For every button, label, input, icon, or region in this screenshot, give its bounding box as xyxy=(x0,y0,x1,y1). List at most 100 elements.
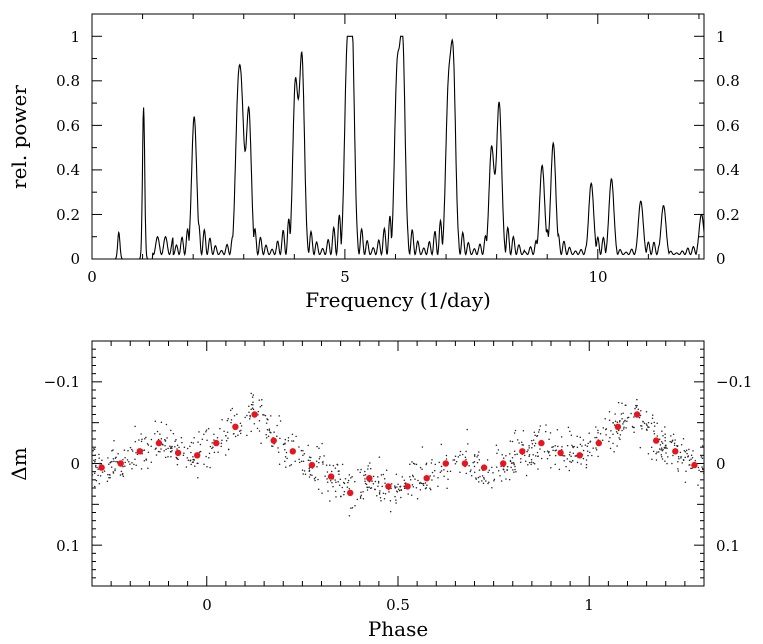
observation-point xyxy=(256,427,259,430)
observation-point xyxy=(224,454,227,456)
observation-point xyxy=(669,440,671,443)
observation-point xyxy=(653,421,655,424)
observation-point xyxy=(307,459,310,461)
observation-point xyxy=(641,428,643,430)
observation-point xyxy=(642,420,644,423)
observation-point xyxy=(101,459,103,461)
observation-point xyxy=(239,422,242,425)
observation-point xyxy=(160,438,163,440)
observation-point xyxy=(326,471,329,473)
observation-point xyxy=(519,461,522,464)
observation-point xyxy=(106,480,109,482)
observation-point xyxy=(533,431,536,433)
observation-point xyxy=(278,415,280,417)
observation-point xyxy=(667,456,669,458)
observation-point xyxy=(575,455,577,457)
observation-point xyxy=(445,454,448,457)
observation-point xyxy=(369,467,372,470)
observation-point xyxy=(238,430,241,432)
observation-point xyxy=(703,439,705,442)
observation-point xyxy=(476,461,479,464)
observation-point xyxy=(239,432,242,435)
observation-point xyxy=(378,491,381,494)
observation-point xyxy=(308,476,311,478)
observation-point xyxy=(172,432,175,435)
observation-point xyxy=(565,465,567,468)
lightcurve-ytick-label-right-0: −0.1 xyxy=(716,373,752,391)
observation-point xyxy=(332,464,335,467)
observation-point xyxy=(495,444,498,447)
observation-point xyxy=(211,442,213,444)
observation-point xyxy=(616,432,619,434)
observation-point xyxy=(481,475,484,477)
observation-point xyxy=(554,450,556,452)
observation-point xyxy=(697,466,700,469)
observation-point xyxy=(258,420,261,422)
observation-point xyxy=(431,479,433,481)
observation-point xyxy=(422,484,425,487)
observation-point xyxy=(482,482,485,485)
observation-point xyxy=(248,411,250,413)
observation-point xyxy=(544,430,547,433)
observation-point xyxy=(497,449,500,451)
observation-point xyxy=(647,426,649,428)
observation-point xyxy=(221,418,223,421)
observation-point xyxy=(209,445,212,448)
periodogram-panel: 0 5 10 0 0.2 0.4 0.6 0.8 1 0 0.2 0.4 0.6… xyxy=(7,13,740,312)
lightcurve-ytick-label-right-1: 0 xyxy=(716,455,726,473)
observation-point xyxy=(700,456,703,458)
observation-point xyxy=(199,450,202,453)
observation-point xyxy=(354,504,356,507)
observation-point xyxy=(473,460,476,463)
observation-point xyxy=(520,441,523,443)
observation-point xyxy=(107,457,109,459)
observation-point xyxy=(543,450,546,453)
observation-point xyxy=(389,510,392,513)
observation-point xyxy=(140,468,143,470)
lightcurve-panel: 0 0.5 1 −0.1 0 0.1 −0.1 0 0.1 Phase Δm xyxy=(7,340,752,641)
observation-point xyxy=(478,481,480,483)
observation-point xyxy=(277,447,279,449)
observation-point xyxy=(476,456,478,458)
observation-point xyxy=(538,429,541,431)
observation-point xyxy=(548,438,550,441)
observation-point xyxy=(318,461,320,464)
observation-point xyxy=(367,468,369,470)
observation-point xyxy=(537,431,540,433)
observation-point xyxy=(505,455,507,457)
observation-point xyxy=(112,449,114,451)
observation-point xyxy=(257,410,260,413)
observation-point xyxy=(656,435,659,437)
observation-point xyxy=(134,425,136,428)
observation-point xyxy=(449,470,452,473)
binned-mean-point xyxy=(691,461,698,469)
observation-point xyxy=(660,455,663,458)
observation-point xyxy=(317,478,319,481)
binned-mean-point xyxy=(480,464,488,471)
observation-point xyxy=(511,462,513,464)
observation-point xyxy=(537,455,539,458)
observation-point xyxy=(579,443,582,446)
observation-point xyxy=(672,454,674,457)
binned-mean-point xyxy=(633,411,641,418)
observation-point xyxy=(183,446,186,449)
observation-point xyxy=(421,446,424,448)
observation-point xyxy=(354,480,356,483)
observation-point xyxy=(329,479,332,482)
observation-point xyxy=(571,460,574,462)
observation-point xyxy=(321,461,324,463)
observation-point xyxy=(506,469,508,471)
observation-point xyxy=(411,484,414,486)
observation-point xyxy=(120,470,123,473)
observation-point xyxy=(295,435,297,438)
observation-point xyxy=(586,450,589,452)
observation-point xyxy=(597,429,599,432)
observation-point xyxy=(94,460,96,463)
observation-point xyxy=(614,420,617,422)
observation-point xyxy=(636,398,638,401)
observation-point xyxy=(630,412,632,415)
observation-point xyxy=(399,485,402,488)
observation-point xyxy=(337,481,339,483)
observation-point xyxy=(586,445,589,448)
observation-point xyxy=(698,469,700,471)
